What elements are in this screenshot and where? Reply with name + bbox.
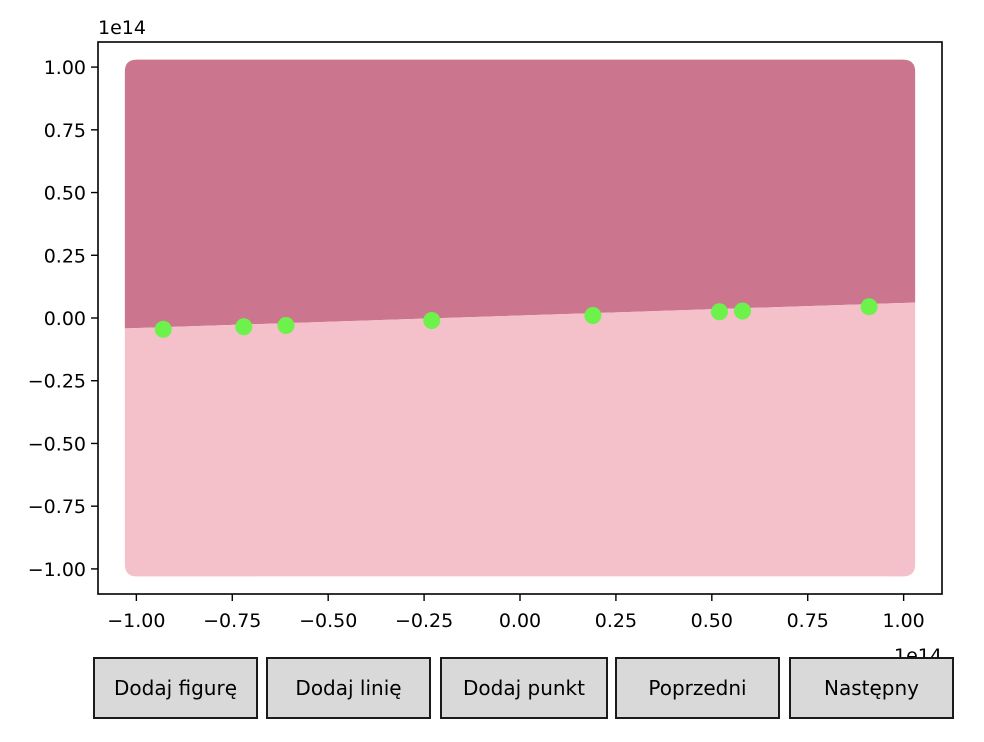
- x-tick-label: −0.50: [299, 610, 357, 632]
- x-tick-label: 1.00: [882, 610, 924, 632]
- x-tick-label: −0.25: [395, 610, 453, 632]
- x-tick-label: 0.25: [595, 610, 637, 632]
- data-point: [734, 302, 752, 320]
- decision-regions: [124, 59, 916, 577]
- y-tick-label: 0.50: [44, 183, 86, 205]
- y-offset-label: 1e14: [98, 17, 146, 39]
- y-tick-label: −0.75: [28, 496, 86, 518]
- region-above: [124, 59, 916, 329]
- data-point: [277, 317, 295, 335]
- x-tick-label: −0.75: [203, 610, 261, 632]
- x-tick-label: 0.00: [499, 610, 541, 632]
- x-tick-label: −1.00: [107, 610, 165, 632]
- data-point: [154, 320, 172, 338]
- y-tick-label: −1.00: [28, 559, 86, 581]
- data-point: [423, 312, 441, 330]
- y-tick-label: 1.00: [44, 57, 86, 79]
- data-points: [154, 298, 878, 338]
- y-tick-label: 0.25: [44, 245, 86, 267]
- y-axis-ticks: 1.00 0.75 0.50 0.25 0.00 −0.25 −0.50 −0.75 −1.00: [28, 57, 98, 581]
- y-tick-label: −0.50: [28, 433, 86, 455]
- add-point-button[interactable]: Dodaj punkt: [440, 657, 608, 719]
- add-line-button[interactable]: Dodaj linię: [266, 657, 431, 719]
- previous-button[interactable]: Poprzedni: [615, 657, 780, 719]
- y-tick-label: −0.25: [28, 371, 86, 393]
- y-tick-label: 0.00: [44, 308, 86, 330]
- y-tick-label: 0.75: [44, 120, 86, 142]
- region-below: [124, 302, 916, 577]
- data-point: [584, 306, 602, 324]
- data-point: [710, 303, 728, 321]
- data-point: [860, 298, 878, 316]
- x-axis-ticks: −1.00 −0.75 −0.50 −0.25 0.00 0.25 0.50 0.75 1.00: [107, 594, 925, 632]
- next-button[interactable]: Następny: [789, 657, 954, 719]
- x-tick-label: 0.50: [691, 610, 733, 632]
- add-figure-button[interactable]: Dodaj figurę: [93, 657, 258, 719]
- data-point: [235, 318, 253, 336]
- x-tick-label: 0.75: [787, 610, 829, 632]
